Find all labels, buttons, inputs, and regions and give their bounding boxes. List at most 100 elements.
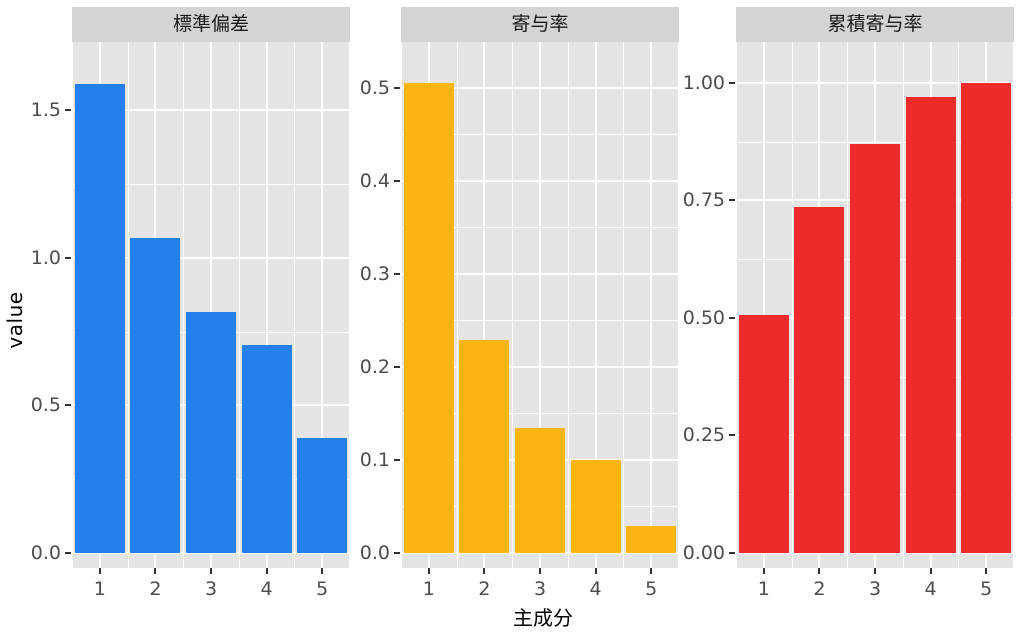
bar [241, 344, 292, 553]
y-axis-tick-label: 1.0 [30, 246, 61, 269]
x-axis-tick-mark [594, 568, 597, 574]
bar [849, 144, 900, 553]
y-axis-tick-label: 0.2 [359, 355, 390, 378]
bar [738, 315, 789, 553]
x-axis-tick-label: 2 [478, 578, 491, 600]
y-axis-tick-mark [65, 404, 71, 407]
y-axis-tick-mark [394, 272, 400, 275]
x-axis-tick-mark [154, 568, 157, 574]
y-axis-tick-label: 0.4 [359, 169, 390, 192]
facet-strip-label-1: 標準偏差 [172, 13, 249, 35]
gridline-major-x [265, 42, 268, 568]
y-axis-tick-mark [394, 179, 400, 182]
y-axis-tick-mark [729, 199, 735, 202]
y-axis-tick-mark [394, 458, 400, 461]
bar [570, 459, 621, 553]
gridline-minor-x [456, 42, 458, 568]
gridline-minor-x [902, 42, 904, 568]
x-axis-tick-label: 3 [533, 578, 547, 600]
bar [961, 82, 1012, 553]
gridline-minor-x [736, 42, 737, 568]
panel-body-3 [736, 42, 1014, 568]
x-axis-tick-mark [427, 568, 430, 574]
gridline-major-x [594, 42, 597, 568]
x-axis-tick-label: 1 [93, 578, 106, 600]
gridline-minor-x [294, 42, 296, 568]
bar [626, 526, 677, 553]
facet-strip-3: 累積寄与率 [736, 7, 1014, 42]
x-axis-tick-label: 3 [868, 578, 882, 600]
y-axis-tick-mark [65, 552, 71, 554]
facet-panel-3: 累積寄与率 [736, 7, 1014, 568]
x-axis-tick-label: 3 [204, 578, 218, 600]
x-axis-tick-label: 4 [260, 578, 273, 600]
x-axis-tick-label: 2 [813, 578, 826, 600]
x-axis-tick-label: 5 [645, 578, 658, 600]
y-axis-tick-mark [394, 365, 400, 368]
y-axis-tick-mark [729, 81, 735, 84]
x-axis-tick-mark [818, 568, 821, 574]
y-axis-tick-label: 0.50 [682, 306, 725, 329]
x-axis-tick-label: 5 [316, 578, 329, 600]
x-axis-tick-label: 5 [980, 578, 993, 600]
y-axis-tick-label: 0.25 [682, 424, 725, 447]
gridline-major-x [210, 42, 212, 568]
x-axis-tick-mark [985, 568, 988, 574]
x-axis-tick-mark [483, 568, 486, 574]
y-axis-tick-label: 0.0 [359, 542, 390, 564]
bar [905, 97, 956, 553]
x-axis-tick-label: 1 [422, 578, 435, 600]
gridline-major-x [539, 42, 541, 568]
gridline-minor-x [349, 42, 350, 568]
gridline-minor-x [567, 42, 569, 568]
gridline-minor-x [791, 42, 793, 568]
gridline-major-x [762, 42, 765, 568]
y-axis-tick-mark [729, 316, 735, 319]
gridline-major-x [483, 42, 486, 568]
bar [297, 437, 348, 553]
y-axis-tick-label: 0.5 [30, 394, 61, 417]
x-axis-tick-mark [98, 568, 101, 574]
gridline-minor-x [401, 42, 402, 568]
y-axis-tick-label: 1.5 [30, 99, 61, 122]
facet-panel-1: 標準偏差 [72, 7, 350, 568]
y-axis-tick-label: 0.5 [359, 76, 390, 99]
gridline-minor-x [127, 42, 129, 568]
bar [514, 428, 565, 553]
x-axis-tick-label: 4 [924, 578, 937, 600]
gridline-minor-x [1013, 42, 1014, 568]
y-axis-tick-mark [394, 86, 400, 89]
facet-strip-2: 寄与率 [401, 7, 679, 42]
y-axis-tick-mark [65, 256, 71, 259]
gridline-major-x [650, 42, 653, 568]
panel-body-1 [72, 42, 350, 568]
x-axis-tick-mark [265, 568, 268, 574]
bar [459, 339, 510, 553]
panel-body-2 [401, 42, 679, 568]
y-axis-tick-label: 0.3 [359, 262, 390, 285]
facet-strip-1: 標準偏差 [72, 7, 350, 42]
y-axis-tick-mark [729, 552, 735, 554]
gridline-minor-x [183, 42, 185, 568]
gridline-minor-x [238, 42, 240, 568]
bar [74, 84, 125, 553]
bar [130, 238, 181, 553]
gridline-minor-x [623, 42, 625, 568]
x-axis-tick-mark [650, 568, 653, 574]
facet-strip-label-3: 累積寄与率 [827, 13, 923, 35]
x-axis-tick-mark [210, 568, 212, 574]
x-axis-tick-mark [929, 568, 932, 574]
gridline-major-x [321, 42, 324, 568]
x-axis-tick-label: 2 [149, 578, 162, 600]
gridline-minor-x [512, 42, 514, 568]
gridline-minor-x [958, 42, 960, 568]
x-axis-tick-mark [874, 568, 876, 574]
facet-strip-label-2: 寄与率 [511, 13, 569, 35]
bar [185, 311, 236, 553]
gridline-minor-x [847, 42, 849, 568]
y-axis-tick-label: 1.00 [682, 71, 725, 94]
gridline-minor-x [678, 42, 679, 568]
x-axis-title: 主成分 [513, 606, 573, 630]
x-axis-tick-mark [762, 568, 765, 574]
